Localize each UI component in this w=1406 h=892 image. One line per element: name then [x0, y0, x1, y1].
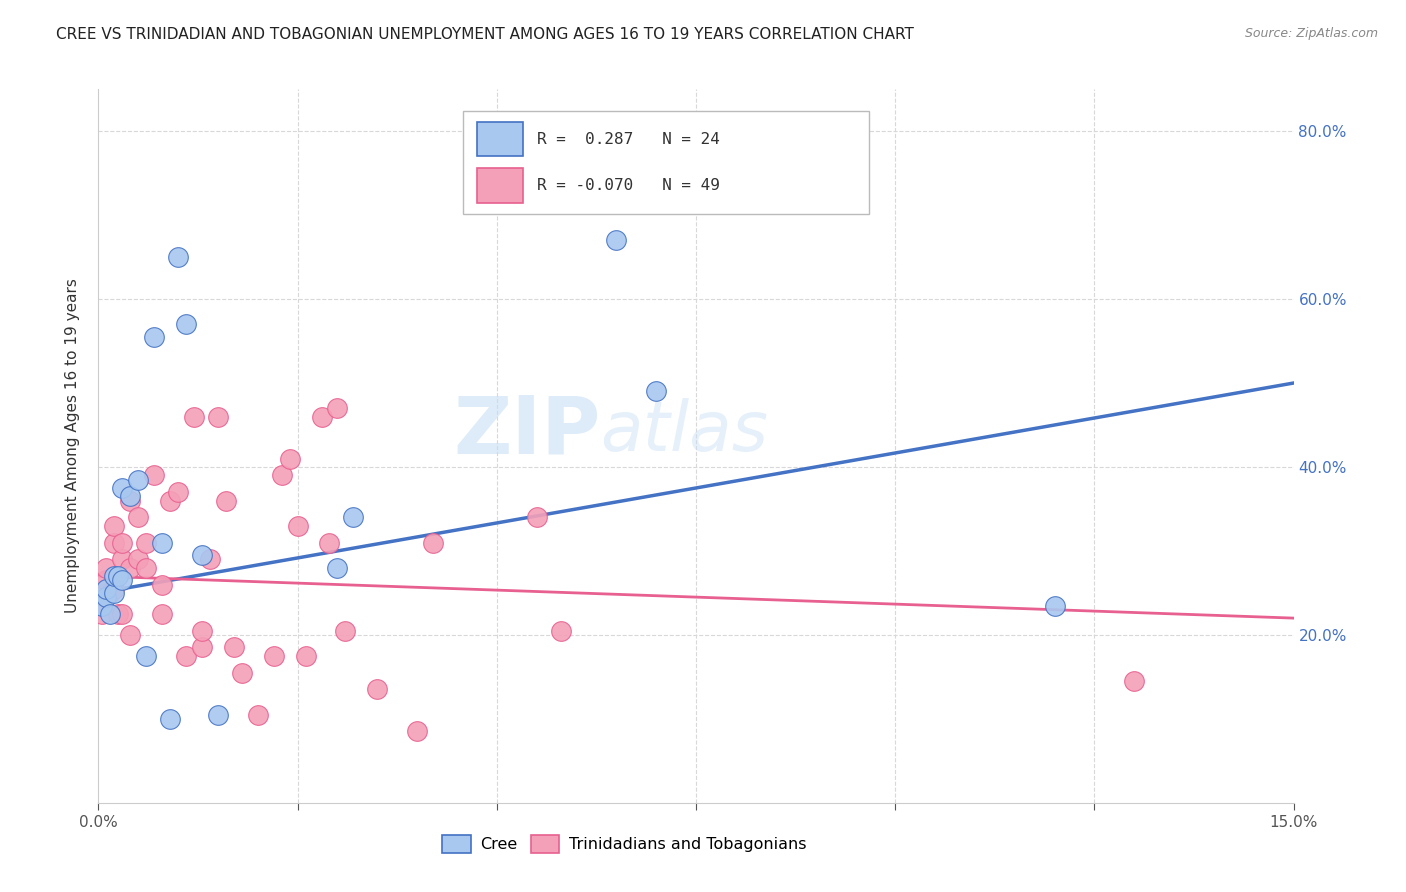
Point [135, 648, 157, 663]
Point [215, 493, 238, 508]
Point [270, 468, 292, 483]
Point [326, 401, 349, 416]
Point [127, 510, 149, 524]
Point [135, 560, 157, 574]
Point [326, 560, 349, 574]
Point [191, 548, 214, 562]
Text: ZIP: ZIP [453, 392, 600, 471]
Point [159, 493, 181, 508]
Point [127, 473, 149, 487]
Point [174, 648, 197, 663]
Text: R = -0.070   N = 49: R = -0.070 N = 49 [537, 178, 720, 193]
Point [294, 648, 316, 663]
Point [335, 624, 357, 638]
Point [246, 707, 269, 722]
Point [167, 485, 190, 500]
Legend: Cree, Trinidadians and Tobagonians: Cree, Trinidadians and Tobagonians [436, 829, 813, 859]
Point [120, 628, 142, 642]
Point [150, 535, 173, 549]
Point [263, 648, 285, 663]
Point [107, 607, 129, 621]
Point [198, 552, 221, 566]
Point [1123, 674, 1146, 689]
Point [103, 586, 125, 600]
Point [342, 510, 364, 524]
Point [91, 599, 114, 613]
Point [311, 409, 333, 424]
FancyBboxPatch shape [463, 111, 869, 214]
Point [111, 552, 134, 566]
Point [135, 535, 157, 549]
Point [120, 560, 142, 574]
Point [96, 590, 118, 604]
Point [191, 640, 214, 655]
Point [96, 560, 118, 574]
Point [107, 569, 129, 583]
Point [287, 518, 309, 533]
Point [150, 577, 173, 591]
Point [645, 384, 668, 399]
Text: Source: ZipAtlas.com: Source: ZipAtlas.com [1244, 27, 1378, 40]
Text: atlas: atlas [600, 398, 768, 466]
Point [222, 640, 245, 655]
Point [159, 712, 181, 726]
Point [207, 409, 229, 424]
Point [231, 665, 253, 680]
Point [191, 624, 214, 638]
Point [111, 607, 134, 621]
Point [174, 318, 197, 332]
Point [605, 233, 627, 247]
Point [103, 518, 125, 533]
Point [526, 510, 548, 524]
Point [111, 481, 134, 495]
Point [167, 250, 190, 264]
Point [120, 493, 142, 508]
Point [111, 535, 134, 549]
Point [91, 607, 114, 621]
Point [127, 552, 149, 566]
Point [406, 724, 429, 739]
Point [103, 535, 125, 549]
Point [150, 607, 173, 621]
Point [366, 682, 388, 697]
Point [96, 582, 118, 596]
Point [98, 586, 122, 600]
Point [143, 468, 166, 483]
Point [120, 489, 142, 503]
Text: R =  0.287   N = 24: R = 0.287 N = 24 [537, 132, 720, 146]
Point [103, 569, 125, 583]
Y-axis label: Unemployment Among Ages 16 to 19 years: Unemployment Among Ages 16 to 19 years [65, 278, 80, 614]
Point [103, 582, 125, 596]
Point [143, 330, 166, 344]
Point [111, 574, 134, 588]
FancyBboxPatch shape [477, 169, 523, 202]
Point [550, 624, 572, 638]
Point [98, 607, 122, 621]
Point [207, 707, 229, 722]
Point [1043, 599, 1066, 613]
Point [96, 574, 118, 588]
Point [318, 535, 340, 549]
Point [278, 451, 301, 466]
Point [96, 586, 118, 600]
Point [183, 409, 205, 424]
FancyBboxPatch shape [477, 122, 523, 156]
Text: CREE VS TRINIDADIAN AND TOBAGONIAN UNEMPLOYMENT AMONG AGES 16 TO 19 YEARS CORREL: CREE VS TRINIDADIAN AND TOBAGONIAN UNEMP… [56, 27, 914, 42]
Point [422, 535, 444, 549]
